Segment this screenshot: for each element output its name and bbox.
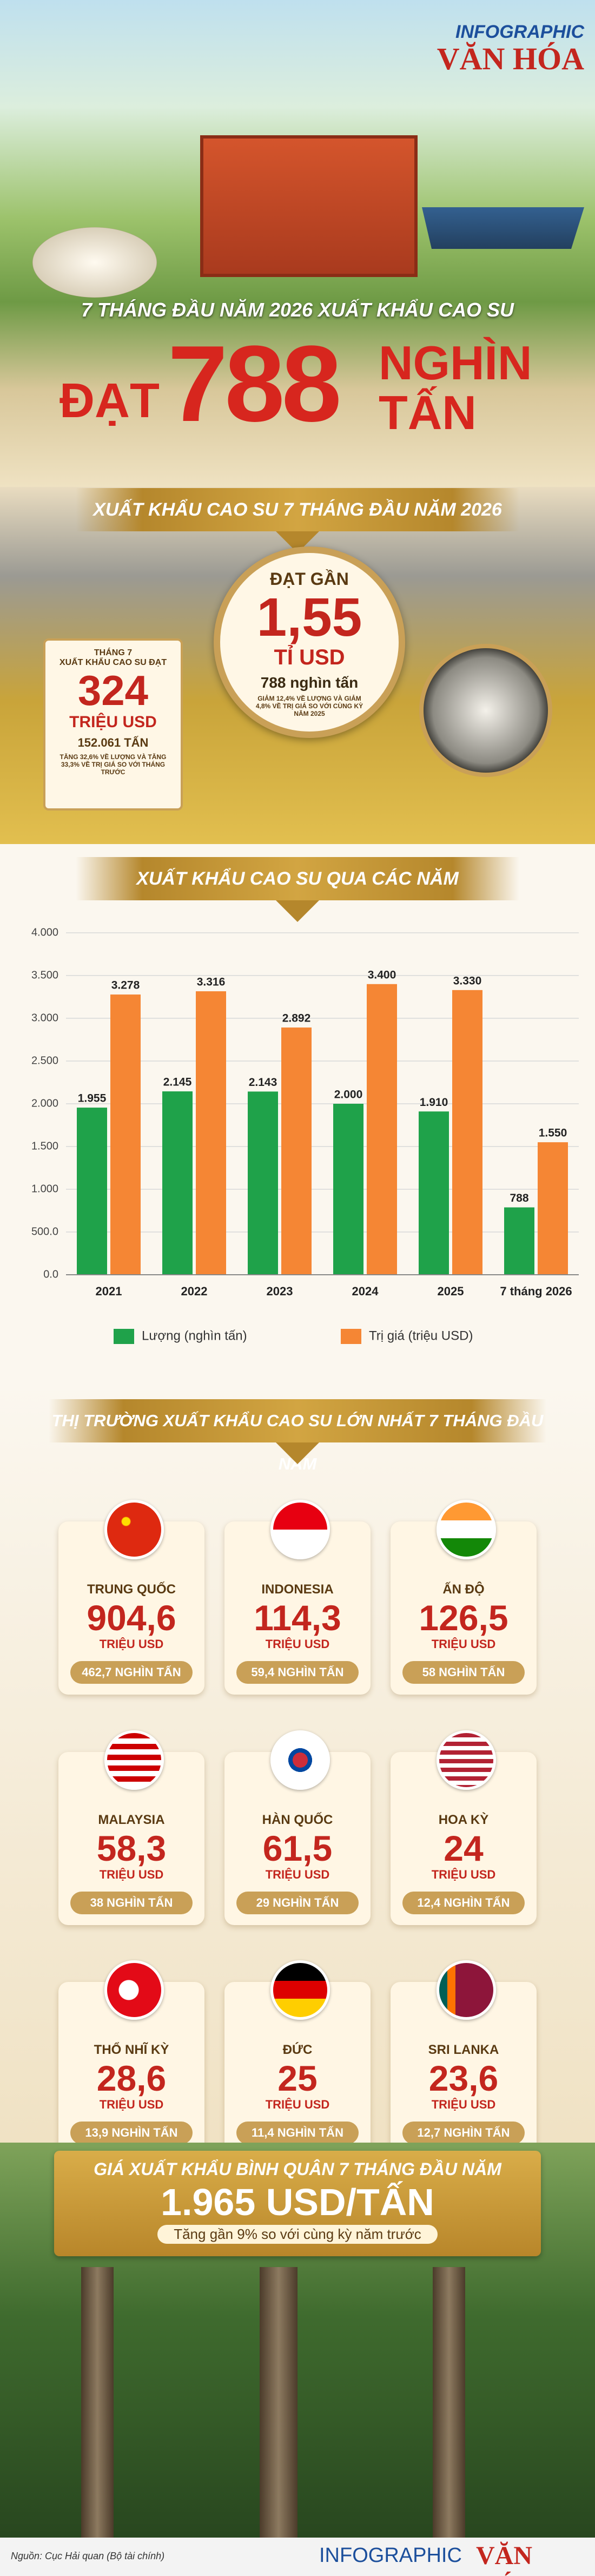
footer: Nguồn: Cục Hải quan (Bộ tài chính) INFOG… (0, 2538, 595, 2576)
bar-chart: 0.0 500.0 1.000 1.500 2.000 2.500 3.000 3.500 4.… (31, 926, 579, 1344)
price-note: Tăng gần 9% so với cùng kỳ năm trước (157, 2225, 438, 2244)
banner-arrow (276, 1442, 319, 1464)
bar (248, 1091, 278, 1275)
headline-number: 788 (168, 324, 342, 444)
y-tick-label: 0.0 (43, 1268, 58, 1280)
total-volume: 788 nghìn tấn (260, 674, 359, 691)
container-illustration (200, 135, 418, 277)
price-box: GIÁ XUẤT KHẨU BÌNH QUÂN 7 THÁNG ĐẦU NĂM … (54, 2151, 541, 2256)
x-tick-label: 7 tháng 2026 (500, 1284, 572, 1298)
total-circle: ĐẠT GẦN 1,55 TỈ USD 788 nghìn tấn GIẢM 1… (214, 546, 405, 738)
value-label: 788 (510, 1192, 528, 1204)
ship-illustration (422, 207, 584, 249)
x-tick-label: 2025 (438, 1284, 464, 1298)
month-value: 324 (77, 667, 149, 714)
y-tick-label: 3.000 (31, 1012, 58, 1024)
x-tick-label: 2022 (181, 1284, 208, 1298)
legend-swatch (114, 1329, 134, 1344)
bar (162, 1091, 193, 1275)
footer-logo-top: INFOGRAPHIC (319, 2544, 462, 2567)
month-volume: 152.061 TẤN (77, 736, 149, 749)
logo: INFOGRAPHIC VĂN HÓA (433, 22, 584, 75)
footer-logo-bottom: VĂN HÓA (476, 2541, 535, 2576)
tree-illustration (433, 2267, 465, 2548)
value-label: 3.400 (368, 969, 396, 981)
bar (77, 1108, 107, 1275)
bar (367, 984, 397, 1275)
y-tick-label: 500.0 (31, 1226, 58, 1237)
logo-top: INFOGRAPHIC (455, 22, 584, 42)
value-label: 3.330 (453, 974, 482, 987)
total-unit: TỈ USD (274, 645, 345, 669)
bar (419, 1111, 449, 1275)
y-tick-label: 2.000 (31, 1097, 58, 1109)
month-sub: XUẤT KHẨU CAO SU ĐẠT (59, 658, 167, 667)
headline-prefix: ĐẠT (60, 374, 160, 428)
kicker: 7 THÁNG ĐẦU NĂM 2026 XUẤT KHẨU CAO SU (81, 299, 514, 321)
banner-arrow (276, 900, 319, 922)
price-label: GIÁ XUẤT KHẨU BÌNH QUÂN 7 THÁNG ĐẦU NĂM (94, 2159, 501, 2179)
value-label: 1.550 (539, 1127, 567, 1139)
total-value: 1,55 (256, 587, 362, 648)
bar (196, 991, 226, 1275)
rubber-bowl-illustration (32, 227, 157, 298)
y-tick-label: 1.000 (31, 1183, 58, 1195)
headline-unit-top: NGHÌN (379, 336, 532, 390)
tree-illustration (260, 2267, 298, 2548)
headline-unit-bottom: TẤN (379, 386, 477, 439)
latex-cup-illustration (419, 644, 552, 777)
x-tick-label: 2024 (352, 1284, 379, 1298)
bar (538, 1142, 568, 1275)
y-tick-label: 1.500 (31, 1140, 58, 1152)
total-note: GIẢM 12,4% VỀ LƯỢNG VÀ GIẢM 4,8% VỀ TRỊ … (255, 695, 363, 717)
value-label: 3.316 (197, 976, 226, 989)
month-unit: TRIỆU USD (69, 713, 157, 731)
markets-section (0, 1385, 595, 2143)
bar (504, 1207, 534, 1275)
value-label: 1.955 (78, 1092, 107, 1105)
value-label: 2.145 (163, 1076, 192, 1089)
y-tick-label: 4.000 (31, 926, 58, 938)
tree-illustration (81, 2267, 114, 2548)
month-note: TĂNG 32,6% VỀ LƯỢNG VÀ TĂNG 33,3% VỀ TRỊ… (60, 753, 167, 776)
legend-label: Lượng (nghìn tấn) (142, 1328, 247, 1343)
month-box: THÁNG 7 XUẤT KHẨU CAO SU ĐẠT 324 TRIỆU U… (43, 638, 183, 811)
legend-label: Trị giá (triệu USD) (369, 1328, 473, 1343)
x-tick-label: 2021 (96, 1284, 122, 1298)
month-label: THÁNG 7 (94, 648, 133, 657)
value-label: 2.143 (249, 1076, 277, 1089)
summary-banner: XUẤT KHẨU CAO SU 7 THÁNG ĐẦU NĂM 2026 (76, 488, 519, 531)
bar (452, 990, 482, 1275)
x-tick-label: 2023 (267, 1284, 293, 1298)
value-label: 3.278 (111, 979, 140, 992)
headline-unit: NGHÌN TẤN (379, 338, 532, 438)
bar (110, 994, 141, 1275)
logo-bottom: VĂN HÓA (437, 41, 584, 76)
legend-swatch (341, 1329, 361, 1344)
bar (333, 1104, 363, 1275)
total-label: ĐẠT GẦN (270, 569, 349, 589)
price-value: 1.965 USD/TẤN (161, 2181, 434, 2223)
bar (281, 1027, 312, 1275)
y-tick-label: 3.500 (31, 969, 58, 981)
y-tick-label: 2.500 (31, 1055, 58, 1066)
source: Nguồn: Cục Hải quan (Bộ tài chính) (11, 2551, 165, 2561)
hero: INFOGRAPHIC VĂN HÓA 7 THÁNG ĐẦU NĂM 2026… (0, 0, 595, 487)
value-label: 1.910 (420, 1096, 448, 1109)
markets-banner: THỊ TRƯỜNG XUẤT KHẨU CAO SU LỚN NHẤT 7 T… (49, 1399, 546, 1473)
chart-title: XUẤT KHẨU CAO SU QUA CÁC NĂM (76, 857, 519, 900)
value-label: 2.892 (282, 1012, 311, 1025)
value-label: 2.000 (334, 1089, 363, 1101)
